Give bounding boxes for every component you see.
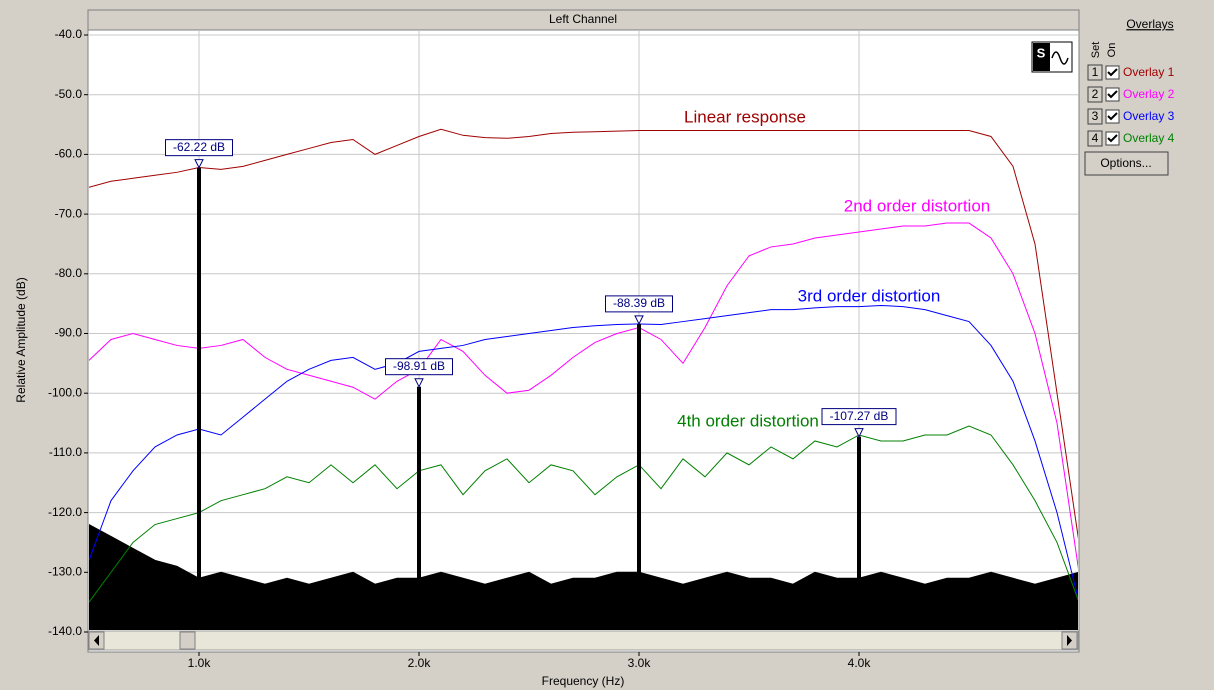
x-tick-label: 3.0k — [628, 656, 652, 670]
overlay-name[interactable]: Overlay 2 — [1123, 87, 1175, 101]
scroll-track[interactable] — [88, 630, 1079, 651]
series-annotation: Linear response — [684, 107, 806, 126]
peak-marker — [634, 315, 644, 326]
set-button-label[interactable]: 1 — [1092, 65, 1099, 79]
y-tick-label: -140.0 — [48, 624, 82, 638]
chart-title: Left Channel — [549, 12, 617, 26]
peak-label-box — [821, 408, 897, 426]
peak-label: -107.27 dB — [830, 409, 889, 423]
scrollbar[interactable] — [88, 630, 1079, 651]
y-tick-label: -50.0 — [55, 87, 83, 101]
set-button[interactable] — [1087, 86, 1103, 103]
y-tick-label: -60.0 — [55, 147, 83, 161]
peak — [857, 436, 861, 630]
checkmark — [1107, 134, 1118, 143]
y-tick-label: -40.0 — [55, 27, 83, 41]
y-tick-label: -110.0 — [49, 445, 82, 459]
plot-area — [87, 29, 1080, 653]
peak — [197, 167, 201, 630]
set-button-label[interactable]: 2 — [1092, 87, 1099, 101]
logo: S — [1031, 41, 1073, 73]
overlay-name[interactable]: Overlay 4 — [1123, 131, 1175, 145]
plot — [89, 31, 1078, 630]
x-tick-label: 4.0k — [848, 656, 872, 670]
overlay-name[interactable]: Overlay 1 — [1123, 65, 1175, 79]
set-button[interactable] — [1087, 108, 1103, 125]
peak-label: -62.22 dB — [173, 140, 225, 154]
options-button-label[interactable]: Options... — [1100, 156, 1151, 170]
series-annotation: 2nd order distortion — [844, 196, 990, 215]
checkmark — [1107, 112, 1118, 121]
y-tick-label: -130.0 — [48, 564, 82, 578]
series-line — [89, 222, 1078, 569]
y-tick-label: -70.0 — [55, 206, 83, 220]
on-label: On — [1106, 43, 1118, 58]
peak-label-box — [165, 139, 233, 157]
panel-title: Overlays — [1126, 17, 1173, 31]
y-tick-label: -90.0 — [55, 326, 83, 340]
set-button[interactable] — [1087, 64, 1103, 81]
y-tick-label: -120.0 — [48, 505, 82, 519]
peak-label-box — [385, 358, 453, 376]
y-axis-label: Relative Amplitude (dB) — [14, 277, 28, 402]
series-annotation: 3rd order distortion — [798, 286, 941, 305]
options-button[interactable] — [1084, 151, 1169, 176]
series-line — [89, 425, 1078, 603]
checkmark — [1107, 68, 1118, 77]
set-label: Set — [1090, 42, 1102, 59]
arrow — [1067, 635, 1072, 646]
peak-marker — [194, 159, 204, 169]
y-tick-label: -80.0 — [55, 266, 83, 280]
x-tick-label: 2.0k — [408, 656, 432, 670]
overlay-rows: 1 Overlay 1 2 Overlay 2 3 Overlay 3 4 Overlay 4 — [1087, 64, 1175, 147]
spectrum-floor — [89, 523, 1078, 630]
arrow — [94, 635, 99, 646]
set-button[interactable] — [1087, 130, 1103, 147]
peak-marker — [414, 378, 424, 388]
x-tick-label: 1.0k — [188, 656, 212, 670]
series-line — [89, 304, 1078, 601]
peak — [417, 386, 421, 630]
checkmark — [1107, 90, 1118, 99]
peak-label: -88.39 dB — [613, 296, 665, 310]
y-tick-label: -100.0 — [48, 385, 82, 399]
peak-label: -98.91 dB — [393, 359, 445, 373]
peak-marker — [854, 428, 864, 438]
peak — [637, 323, 641, 630]
overlay-name[interactable]: Overlay 3 — [1123, 109, 1175, 123]
x-axis-label: Frequency (Hz) — [542, 674, 625, 688]
svg-text:S: S — [1037, 45, 1046, 60]
peak-label-box — [605, 295, 673, 313]
scroll-thumb[interactable] — [179, 631, 196, 650]
set-button-label[interactable]: 4 — [1092, 131, 1099, 145]
series-annotation: 4th order distortion — [677, 411, 819, 430]
set-button-label[interactable]: 3 — [1092, 109, 1099, 123]
series-line — [89, 128, 1078, 540]
